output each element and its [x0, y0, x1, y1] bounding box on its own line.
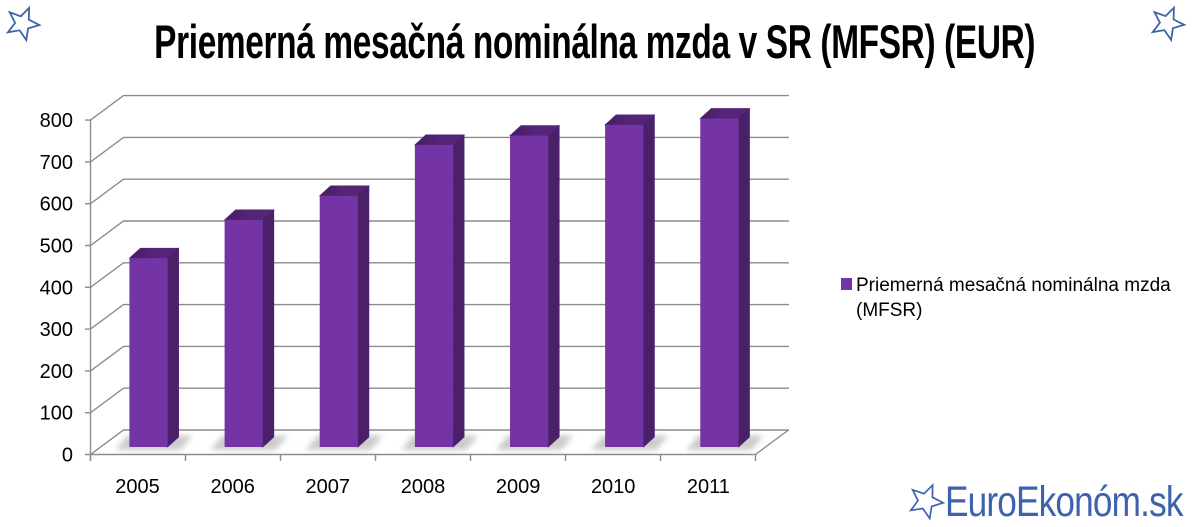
svg-text:0: 0 — [62, 445, 73, 467]
svg-text:2005: 2005 — [115, 476, 160, 498]
svg-text:100: 100 — [40, 403, 73, 425]
svg-text:600: 600 — [40, 194, 73, 216]
svg-text:200: 200 — [40, 361, 73, 383]
svg-text:500: 500 — [40, 236, 73, 258]
svg-text:400: 400 — [40, 277, 73, 299]
svg-text:300: 300 — [40, 319, 73, 341]
svg-text:2007: 2007 — [306, 476, 351, 498]
svg-text:700: 700 — [40, 152, 73, 174]
svg-text:2008: 2008 — [401, 476, 446, 498]
svg-text:800: 800 — [40, 110, 73, 132]
svg-text:2006: 2006 — [210, 476, 255, 498]
svg-text:2011: 2011 — [687, 476, 730, 498]
svg-text:2010: 2010 — [591, 476, 636, 498]
svg-text:2009: 2009 — [496, 476, 541, 498]
